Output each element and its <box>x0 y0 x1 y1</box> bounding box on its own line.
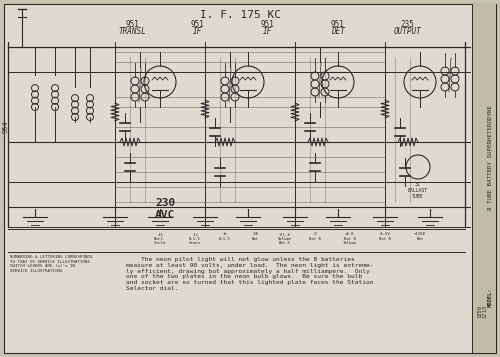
Text: 230
AVC: 230 AVC <box>155 198 175 220</box>
Text: 951: 951 <box>190 20 204 29</box>
Text: I. F. 175 KC: I. F. 175 KC <box>200 10 280 20</box>
Text: NUMBERING & LETTERING CORRESPONDS
TO THAT OF SERVICE ILLUSTRATIONS
SWITCH LEVERS: NUMBERING & LETTERING CORRESPONDS TO THA… <box>10 255 92 273</box>
Text: 235: 235 <box>400 20 414 29</box>
Text: The neon pilot light will not glow unless the B batteries
measure at least 90 vo: The neon pilot light will not glow unles… <box>126 257 374 291</box>
Text: 31
BALLAST
TUBE: 31 BALLAST TUBE <box>408 182 428 198</box>
Text: IF: IF <box>263 27 272 36</box>
Text: OUTPUT: OUTPUT <box>394 27 421 36</box>
Text: 954: 954 <box>3 121 9 134</box>
Text: -90
Bat: -90 Bat <box>252 232 258 241</box>
Text: IF: IF <box>193 27 202 36</box>
Bar <box>472 4 496 353</box>
Text: ~4.5V
Bat B: ~4.5V Bat B <box>379 232 391 241</box>
Text: 951: 951 <box>126 20 140 29</box>
Text: 1713: 1713 <box>482 306 488 318</box>
Text: -1½
B.1.5
Green: -1½ B.1.5 Green <box>189 232 201 245</box>
Text: 951: 951 <box>330 20 344 29</box>
Text: TRANSL: TRANSL <box>118 27 146 36</box>
Text: +6
B.1.5: +6 B.1.5 <box>219 232 231 241</box>
Text: -4½
Batt.
Child: -4½ Batt. Child <box>154 232 166 245</box>
Text: 951: 951 <box>260 20 274 29</box>
Text: +7½-8
Volume
Bat.5: +7½-8 Volume Bat.5 <box>278 232 292 245</box>
Text: +4.8
Bat B
Talboo: +4.8 Bat B Talboo <box>343 232 357 245</box>
Text: 8 TUBE BATTERY SUPERHETERODYNE: 8 TUBE BATTERY SUPERHETERODYNE <box>488 105 492 210</box>
Text: -8
Bat B: -8 Bat B <box>309 232 321 241</box>
Text: 1850: 1850 <box>478 306 482 318</box>
Text: MODEL:: MODEL: <box>488 287 492 307</box>
Text: +135B
Bat: +135B Bat <box>414 232 426 241</box>
Text: DET: DET <box>330 27 344 36</box>
